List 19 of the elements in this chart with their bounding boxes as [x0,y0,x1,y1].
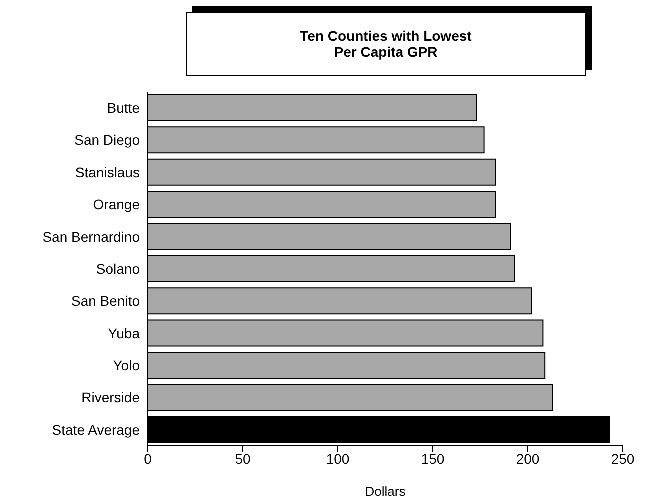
y-tick-label: Solano [96,260,140,277]
x-tick-label: 100 [326,450,350,467]
y-tick-label: Yolo [113,358,140,374]
y-tick-label: Riverside [82,390,140,406]
y-tick-label: San Benito [72,293,140,310]
x-tick-label: 50 [235,450,251,467]
y-tick-label: San Bernardino [42,228,140,245]
x-tick-label: 200 [516,450,540,467]
x-tick-label: 150 [421,450,445,467]
x-tick-label: 0 [144,450,152,467]
y-tick-label: Butte [107,100,140,116]
x-axis-title: Dollars [365,484,406,499]
y-tick-label: Stanislaus [75,164,140,180]
y-tick-label: San Diego [74,132,140,148]
y-tick-label: State Average [52,422,140,438]
y-tick-label: Orange [93,196,140,213]
y-tick-label: Yuba [108,325,140,342]
chart-title: Ten Counties with Lowest Per Capita GPR [300,28,472,60]
x-tick-label: 250 [611,450,635,467]
